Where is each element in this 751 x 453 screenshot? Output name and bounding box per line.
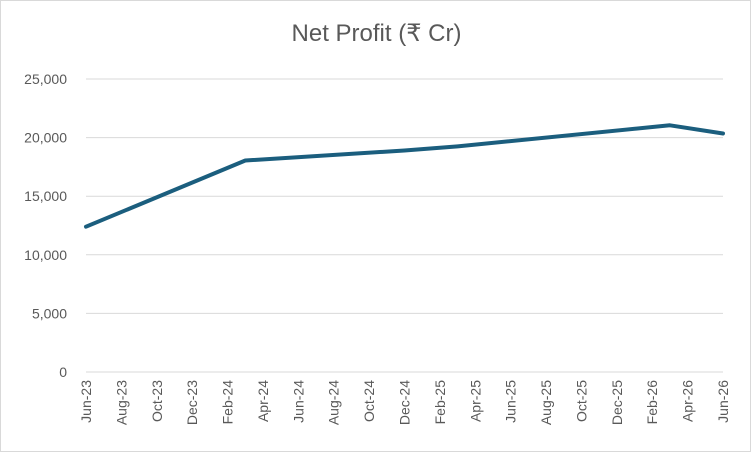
x-tick-label: Dec-23 <box>184 380 200 425</box>
x-tick-label: Jun-24 <box>290 380 306 423</box>
x-tick-label: Oct-23 <box>149 380 165 422</box>
x-tick-label: Apr-24 <box>255 380 271 422</box>
x-tick-label: Oct-24 <box>361 380 377 422</box>
y-tick-label: 0 <box>59 364 67 380</box>
chart-title: Net Profit (₹ Cr) <box>291 20 462 47</box>
x-tick-label: Dec-25 <box>609 380 625 425</box>
y-tick-label: 5,000 <box>32 305 67 321</box>
y-tick-label: 20,000 <box>24 130 67 146</box>
x-tick-label: Dec-24 <box>397 380 413 425</box>
x-tick-label: Apr-25 <box>467 380 483 422</box>
x-tick-label: Jun-23 <box>78 380 94 423</box>
x-tick-label: Feb-25 <box>432 380 448 425</box>
x-tick-label: Jun-25 <box>503 380 519 423</box>
y-tick-label: 25,000 <box>24 71 67 87</box>
x-tick-label: Jun-26 <box>715 380 731 423</box>
x-tick-label: Aug-24 <box>326 380 342 425</box>
x-tick-label: Feb-24 <box>220 380 236 425</box>
x-tick-label: Aug-25 <box>538 380 554 425</box>
x-tick-label: Aug-23 <box>113 380 129 425</box>
y-tick-label: 15,000 <box>24 188 67 204</box>
x-tick-label: Feb-26 <box>644 380 660 425</box>
series-line <box>84 123 725 229</box>
y-tick-label: 10,000 <box>24 247 67 263</box>
x-tick-label: Apr-26 <box>680 380 696 422</box>
x-tick-label: Oct-25 <box>573 380 589 422</box>
